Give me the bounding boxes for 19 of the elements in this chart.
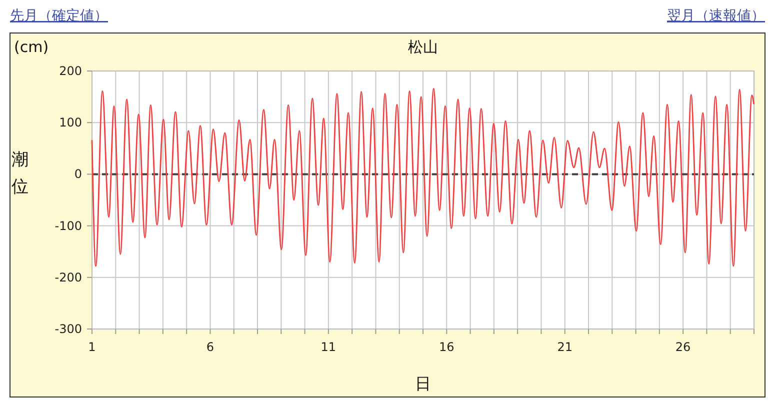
x-tick-label: 11	[320, 340, 336, 354]
y-tick-label: 100	[59, 116, 82, 130]
y-tick-label: 0	[74, 167, 82, 182]
y-tick-label: -300	[54, 322, 82, 336]
text: 翌月（速報値）	[667, 8, 765, 24]
x-tick-label: 1	[88, 340, 96, 354]
text: 先月（確定値）	[10, 8, 108, 24]
y-tick-label: 200	[59, 64, 82, 78]
y-axis-title: 潮位	[12, 150, 28, 197]
x-tick-label: 16	[439, 340, 454, 354]
y-tick-label: -100	[54, 218, 82, 233]
x-tick-label: 6	[206, 340, 214, 354]
x-tick-label: 21	[557, 340, 572, 354]
text: (cm)	[14, 38, 49, 56]
x-tick-label: 26	[675, 340, 691, 354]
x-axis-title: 日	[415, 374, 431, 393]
chart-title: 松山	[408, 38, 438, 56]
line-series	[91, 88, 754, 267]
y-tick-label: -200	[54, 270, 82, 284]
